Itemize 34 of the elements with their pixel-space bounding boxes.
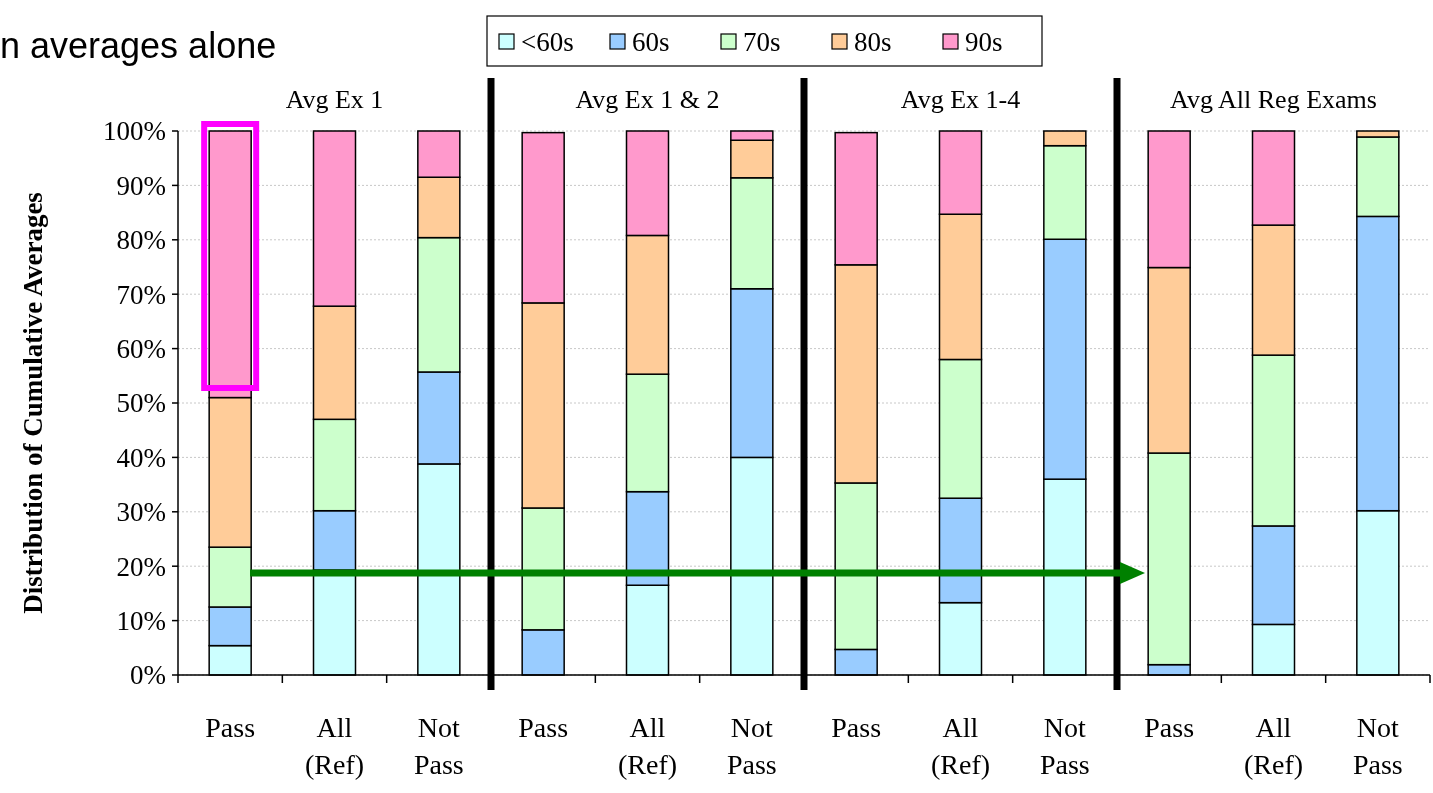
y-tick-label: 50% (116, 388, 166, 419)
legend-label: 70s (743, 27, 781, 58)
y-tick-label: 40% (116, 442, 166, 473)
x-tick-label: All (Ref) (1243, 712, 1304, 780)
y-tick-label: 60% (116, 334, 166, 365)
text: Avg All Reg Exams (1170, 85, 1377, 114)
x-tick-label: All (Ref) (304, 712, 365, 780)
y-tick-label: 70% (116, 279, 166, 310)
x-tick-label: Pass (1144, 712, 1195, 743)
y-tick-label: 30% (116, 497, 166, 528)
y-tick-label: 90% (116, 170, 166, 201)
chart-title: n averages alone (0, 25, 277, 66)
y-tick-label: 20% (116, 551, 166, 582)
x-tick-label: Pass (831, 712, 882, 743)
y-tick-label: 0% (130, 660, 166, 691)
legend-label: 80s (854, 27, 892, 58)
y-axis-title: Distribution of Cumulative Averages (18, 192, 48, 614)
legend-label: <60s (521, 27, 574, 58)
x-tick-label: All (Ref) (617, 712, 678, 780)
x-tick-label: All (Ref) (930, 712, 991, 780)
text: Avg Ex 1-4 (900, 85, 1021, 114)
text: Avg Ex 1 (285, 85, 384, 114)
y-tick-label: 10% (116, 606, 166, 637)
x-tick-label: Not Pass (726, 712, 777, 780)
x-tick-label: Not Pass (1039, 712, 1090, 780)
x-tick-label: Not Pass (413, 712, 464, 780)
text: Avg Ex 1 & 2 (575, 85, 720, 114)
y-tick-label: 80% (116, 225, 166, 256)
legend-label: 90s (965, 27, 1003, 58)
x-tick-label: Pass (518, 712, 569, 743)
legend-label: 60s (632, 27, 670, 58)
x-tick-label: Pass (205, 712, 256, 743)
x-tick-label: Not Pass (1352, 712, 1403, 780)
y-tick-label: 100% (103, 116, 166, 147)
